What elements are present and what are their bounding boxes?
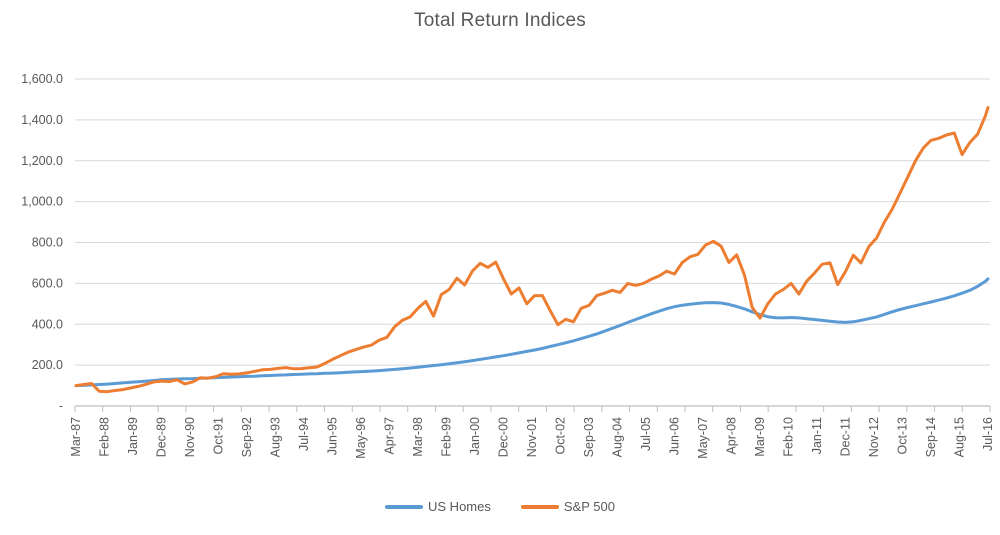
y-axis-label: 1,000.0 — [21, 195, 63, 209]
x-axis-label: Aug-04 — [611, 417, 625, 457]
y-axis-label: 600.0 — [32, 276, 63, 290]
sp500-line-swatch-icon — [520, 504, 559, 509]
y-axis-label: 200.0 — [32, 358, 63, 372]
x-axis-label: Apr-97 — [383, 417, 397, 455]
x-axis-label: Jul-05 — [639, 417, 653, 451]
series-line-us-homes — [74, 277, 990, 388]
x-axis-label: Oct-91 — [212, 417, 226, 455]
y-axis-label: 800.0 — [32, 236, 63, 250]
x-axis-label: Aug-15 — [953, 417, 967, 457]
legend-item-sp500: S&P 500 — [520, 499, 615, 514]
x-axis-label: Oct-02 — [554, 417, 568, 455]
x-axis-label: Feb-99 — [440, 417, 454, 457]
y-axis-label: 400.0 — [32, 317, 63, 331]
x-axis-label: Apr-08 — [725, 417, 739, 455]
x-axis-label: Jun-95 — [326, 417, 340, 455]
x-axis-label: Sep-14 — [924, 417, 938, 457]
chart-legend: US Homes S&P 500 — [0, 499, 1000, 514]
legend-label-us-homes: US Homes — [428, 499, 491, 514]
chart-title: Total Return Indices — [414, 10, 586, 31]
y-axis-label: 1,200.0 — [21, 154, 63, 168]
x-axis-label: Mar-09 — [753, 417, 767, 457]
x-axis-label: Mar-98 — [411, 417, 425, 457]
x-axis-label: Mar-87 — [69, 417, 83, 457]
x-axis-label: Feb-88 — [98, 417, 112, 457]
x-axis-label: Dec-89 — [155, 417, 169, 457]
x-axis-label: Jan-00 — [468, 417, 482, 455]
x-axis-label: Aug-93 — [269, 417, 283, 457]
x-axis-label: Sep-92 — [240, 417, 254, 457]
x-axis-label: Jan-89 — [126, 417, 140, 455]
series-line-s-p-500 — [74, 106, 990, 394]
x-axis-label: Oct-13 — [896, 417, 910, 455]
x-axis-label: May-96 — [354, 417, 368, 459]
x-axis-label: Jul-94 — [297, 417, 311, 451]
y-axis-label: 1,600.0 — [21, 72, 63, 86]
x-axis-label: Jul-16 — [981, 417, 995, 451]
x-axis-label: Sep-03 — [582, 417, 596, 457]
x-axis-label: Nov-90 — [183, 417, 197, 457]
legend-label-sp500: S&P 500 — [563, 499, 615, 514]
x-axis-label: Dec-00 — [497, 417, 511, 457]
x-axis-label: May-07 — [696, 417, 710, 459]
legend-item-us-homes: US Homes — [385, 499, 491, 514]
x-axis-label: Feb-10 — [782, 417, 796, 457]
y-axis-label: 1,400.0 — [21, 113, 63, 127]
us-homes-line-swatch-icon — [385, 504, 424, 509]
x-axis-label: Dec-11 — [839, 417, 853, 456]
x-axis-label: Nov-01 — [525, 417, 539, 457]
x-axis-label: Nov-12 — [867, 417, 881, 457]
y-axis-label: - — [59, 399, 63, 413]
x-axis-label: Jun-06 — [668, 417, 682, 455]
x-axis-label: Jan-11 — [810, 417, 824, 454]
